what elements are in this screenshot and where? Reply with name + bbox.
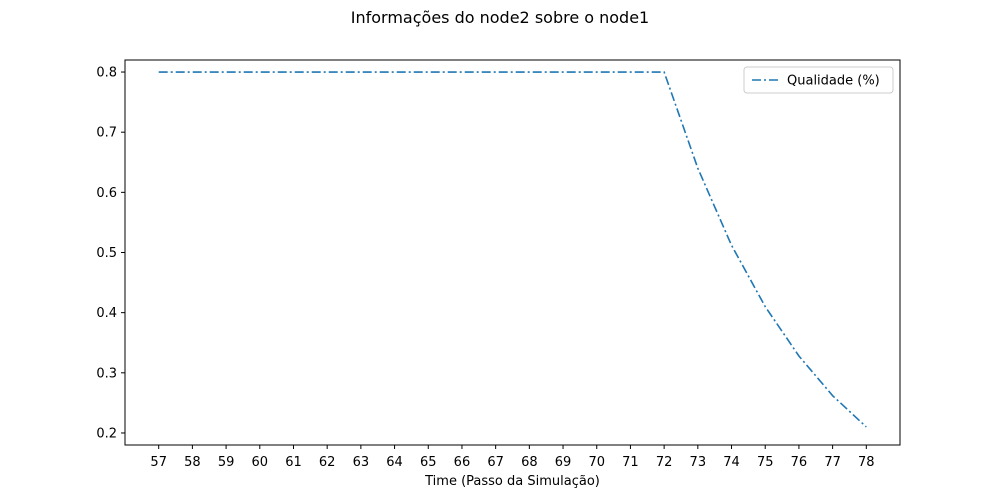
x-tick-label: 60: [252, 455, 269, 470]
y-tick-label: 0.4: [96, 306, 117, 321]
x-tick-label: 67: [487, 455, 504, 470]
x-tick-label: 63: [353, 455, 370, 470]
x-tick-label: 77: [824, 455, 841, 470]
x-tick-label: 64: [386, 455, 403, 470]
legend-label: Qualidade (%): [787, 74, 880, 89]
x-tick-label: 62: [319, 455, 336, 470]
y-tick-label: 0.5: [96, 246, 117, 261]
x-tick-label: 66: [454, 455, 471, 470]
y-tick-label: 0.7: [96, 126, 117, 141]
x-tick-label: 68: [521, 455, 538, 470]
x-tick-label: 76: [791, 455, 808, 470]
x-tick-label: 59: [218, 455, 235, 470]
x-tick-label: 69: [555, 455, 572, 470]
plot-area: [125, 60, 900, 445]
series-layer: [158, 71, 867, 428]
y-tick-label: 0.8: [96, 66, 117, 81]
x-tick-label: 61: [285, 455, 302, 470]
y-tick-label: 0.3: [96, 366, 117, 381]
plot-frame: [124, 59, 901, 446]
legend-box: [743, 66, 894, 94]
x-tick-label: 65: [420, 455, 437, 470]
x-axis-label: Time (Passo da Simulação): [424, 474, 600, 489]
x-tick-label: 75: [757, 455, 774, 470]
x-tick-label: 73: [690, 455, 707, 470]
x-tick-label: 74: [723, 455, 740, 470]
series-line: [158, 71, 867, 428]
x-tick-label: 78: [858, 455, 875, 470]
y-tick-label: 0.6: [96, 186, 117, 201]
y-axis: 0.2 0.3 0.4 0.5 0.6 0.7 0.8: [96, 66, 125, 441]
x-axis: 57 58 59 60 61 62 63 64 65 66 67 68 69 70 71 72 73 74 75 76…: [150, 445, 875, 470]
legend: Qualidade (%): [743, 66, 894, 94]
x-tick-label: 70: [588, 455, 605, 470]
chart-title: Informações do node2 sobre o node1: [351, 8, 649, 27]
y-tick-label: 0.2: [96, 426, 117, 441]
x-tick-label: 72: [656, 455, 673, 470]
x-tick-label: 58: [184, 455, 201, 470]
x-tick-label: 57: [150, 455, 167, 470]
x-tick-label: 71: [622, 455, 639, 470]
